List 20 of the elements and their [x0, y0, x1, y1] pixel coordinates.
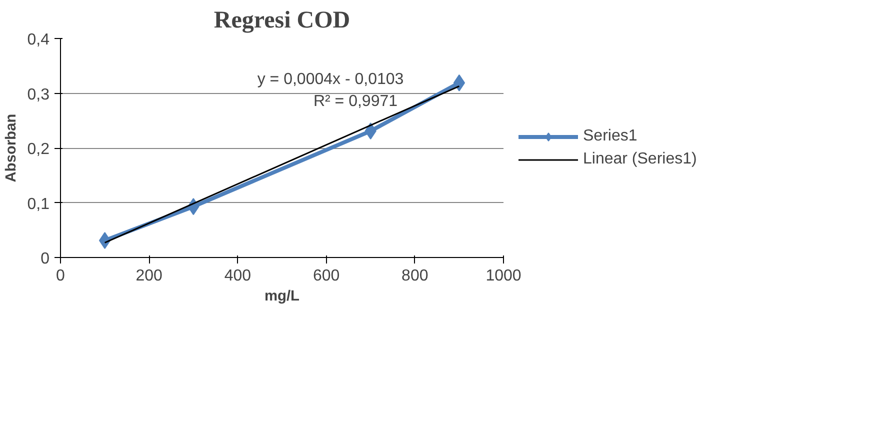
x-tick-label: 600 [312, 268, 340, 284]
annotation: y = 0,0004x - 0,0103 [257, 71, 404, 88]
x-tick-label: 0 [56, 268, 66, 284]
y-tick-label: 0 [40, 250, 50, 268]
y-tick-label: 0,4 [27, 32, 50, 48]
x-tick-label: 400 [224, 268, 252, 284]
x-axis-title: mg/L [264, 288, 300, 304]
chart-title: Regresi COD [214, 8, 350, 34]
legend-label: Linear (Series1) [583, 150, 697, 168]
y-tick-label: 0,3 [27, 86, 50, 104]
point [98, 232, 111, 250]
y-axis-title: Absorban [3, 114, 20, 182]
x-tick-label: 200 [136, 268, 163, 284]
legend-label: Series1 [583, 127, 638, 145]
y-tick-label: 0,2 [27, 141, 50, 158]
point [453, 74, 466, 92]
x-tick-label: 1000 [486, 268, 522, 284]
y-tick-label: 0,1 [27, 196, 50, 213]
x-tick-label: 800 [402, 268, 428, 284]
annotation: R² = 0,9971 [313, 93, 398, 110]
